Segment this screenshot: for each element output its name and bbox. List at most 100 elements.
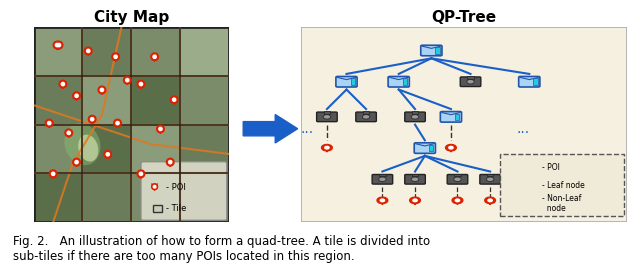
Circle shape [377,197,388,204]
Ellipse shape [65,123,100,165]
Circle shape [98,86,106,94]
FancyBboxPatch shape [460,77,481,86]
Bar [403,78,407,85]
Circle shape [51,172,55,175]
Bar [487,174,493,176]
Circle shape [152,184,157,190]
FancyBboxPatch shape [34,27,228,222]
Circle shape [140,172,143,175]
Bar [532,200,536,205]
Bar [34,173,83,222]
Circle shape [159,127,162,131]
Circle shape [59,80,67,88]
Circle shape [449,146,453,149]
Title: QP-Tree: QP-Tree [431,9,497,25]
Circle shape [524,164,528,167]
Circle shape [67,131,70,134]
FancyBboxPatch shape [317,112,337,122]
Text: ...: ... [301,122,314,136]
Bar [180,173,228,222]
Bar [455,114,460,120]
Bar [131,76,180,125]
Circle shape [49,170,57,178]
Circle shape [413,199,417,202]
Circle shape [56,43,59,47]
FancyBboxPatch shape [141,162,227,220]
Circle shape [484,197,495,204]
Circle shape [521,163,531,169]
Bar [34,27,83,76]
Bar [454,174,461,176]
Circle shape [75,94,78,97]
Circle shape [106,153,109,156]
Circle shape [104,150,111,158]
FancyBboxPatch shape [356,112,376,122]
Text: ...: ... [516,122,529,136]
Circle shape [116,121,119,125]
Circle shape [73,158,81,166]
Text: - Non-Leaf
  node: - Non-Leaf node [542,194,582,213]
Bar [363,111,369,114]
Bar [83,27,131,76]
Circle shape [412,115,419,119]
Bar [180,27,228,76]
Bar [83,76,131,125]
FancyBboxPatch shape [440,112,461,122]
FancyBboxPatch shape [420,45,442,56]
Bar [412,174,419,176]
FancyBboxPatch shape [404,112,426,122]
FancyBboxPatch shape [480,175,500,184]
Circle shape [170,96,178,104]
Bar [180,76,228,125]
Bar [379,174,386,176]
Bar [351,78,355,85]
Text: Fig. 2.   An illustration of how to form a quad-tree. A tile is divided into
sub: Fig. 2. An illustration of how to form a… [13,235,430,263]
FancyBboxPatch shape [414,143,435,153]
Circle shape [53,41,61,49]
Circle shape [323,115,331,119]
Bar [34,125,83,173]
FancyBboxPatch shape [388,76,410,87]
Bar [34,76,83,125]
Circle shape [58,43,61,47]
Circle shape [47,121,51,125]
Circle shape [90,118,94,121]
Circle shape [55,41,63,49]
Circle shape [112,53,120,61]
Text: - POI: - POI [166,183,186,192]
FancyBboxPatch shape [301,27,627,222]
Circle shape [137,170,145,178]
Circle shape [100,88,104,92]
Circle shape [321,144,332,151]
Circle shape [73,92,81,100]
Bar [526,180,532,183]
Bar [435,47,440,54]
Circle shape [140,82,143,86]
Circle shape [486,177,494,182]
Circle shape [151,53,159,61]
Circle shape [157,125,164,133]
FancyBboxPatch shape [520,181,538,189]
Circle shape [84,47,92,55]
FancyBboxPatch shape [518,76,540,87]
Circle shape [454,177,461,182]
Circle shape [452,197,463,204]
Bar [153,205,163,212]
Circle shape [362,115,370,119]
FancyBboxPatch shape [404,175,426,184]
Bar [180,125,228,173]
Circle shape [88,115,96,123]
Circle shape [166,158,174,166]
FancyBboxPatch shape [447,175,468,184]
FancyBboxPatch shape [520,198,538,207]
Bar [467,76,474,79]
Circle shape [324,146,329,149]
Circle shape [526,183,532,187]
Circle shape [445,144,456,151]
Bar [412,111,419,114]
FancyBboxPatch shape [336,76,357,87]
Circle shape [168,160,172,164]
Circle shape [153,55,156,58]
Circle shape [65,129,72,137]
Circle shape [86,49,90,53]
